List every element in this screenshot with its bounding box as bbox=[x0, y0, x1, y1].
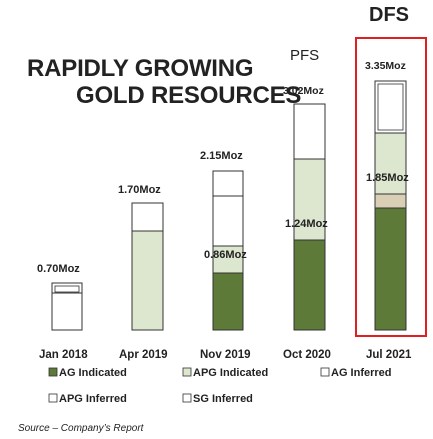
chart-title-line-2: GOLD RESOURCES bbox=[76, 82, 301, 109]
bar-segment-jul-2021-ag-indicated bbox=[374, 207, 407, 331]
bar-segment-jul-2021-ag-inferred bbox=[374, 193, 407, 209]
total-label-apr-2019: 1.70Moz bbox=[118, 184, 161, 196]
inner-label-jul-2021: 1.85Moz bbox=[366, 172, 409, 184]
bar-segment-apr-2019-ag-inferred bbox=[131, 202, 164, 232]
legend-label-apg-indicated: APG Indicated bbox=[193, 367, 268, 379]
total-label-jan-2018: 0.70Moz bbox=[37, 263, 80, 275]
total-label-nov-2019: 2.15Moz bbox=[200, 150, 243, 162]
bar-segment-jan-2018-ag-inferred bbox=[51, 282, 83, 294]
inner-label-nov-2019: 0.86Moz bbox=[204, 249, 247, 261]
bar-segment-jul-2021-ag-inferred bbox=[374, 80, 407, 134]
pfs-milestone-label: PFS bbox=[290, 47, 319, 64]
bar-inner-outline-0 bbox=[54, 285, 80, 293]
legend-swatch-apg-inferred bbox=[48, 393, 58, 403]
chart-title-line-1: RAPIDLY GROWING bbox=[27, 55, 253, 82]
legend-label-ag-indicated: AG Indicated bbox=[59, 367, 127, 379]
total-label-jul-2021: 3.35Moz bbox=[365, 60, 406, 72]
legend-swatch-ag-inferred bbox=[320, 367, 330, 377]
bar-segment-jul-2021-apg-indicated bbox=[374, 132, 407, 195]
bar-segment-oct-2020-ag-indicated bbox=[293, 239, 326, 331]
bar-segment-oct-2020-apg-indicated bbox=[293, 158, 326, 241]
source-note: Source – Company’s Report bbox=[18, 423, 145, 434]
legend-swatch-ag-indicated bbox=[48, 367, 58, 377]
legend: AG Indicated APG Indicated AG Inferred A… bbox=[48, 367, 392, 405]
legend-swatch-apg-indicated bbox=[182, 367, 192, 377]
legend-label-ag-inferred: AG Inferred bbox=[331, 367, 392, 379]
category-label-apr-2019: Apr 2019 bbox=[119, 349, 168, 361]
bar-segment-oct-2020-ag-inferred bbox=[293, 103, 326, 160]
dfs-highlight-box bbox=[355, 37, 427, 337]
bar-segment-nov-2019-sg-inferred bbox=[212, 195, 244, 247]
legend-label-sg-inferred: SG Inferred bbox=[193, 393, 253, 405]
category-label-oct-2020: Oct 2020 bbox=[283, 349, 331, 361]
inner-label-oct-2020: 1.24Moz bbox=[285, 218, 328, 230]
category-label-jan-2018: Jan 2018 bbox=[39, 349, 88, 361]
total-label-oct-2020: 3.02Moz bbox=[283, 85, 324, 97]
category-label-jul-2021: Jul 2021 bbox=[366, 349, 412, 361]
bar-segment-apr-2019-apg-indicated bbox=[131, 230, 164, 331]
bar-segment-nov-2019-ag-inferred bbox=[212, 170, 244, 197]
legend-swatch-sg-inferred bbox=[182, 393, 192, 403]
bar-inner-outline-1 bbox=[377, 83, 404, 131]
bar-segment-nov-2019-ag-indicated bbox=[212, 272, 244, 331]
dfs-milestone-label: DFS bbox=[369, 4, 409, 26]
bars-group bbox=[51, 80, 407, 331]
bar-segment-jan-2018-apg-inferred bbox=[51, 292, 83, 331]
legend-label-apg-inferred: APG Inferred bbox=[59, 393, 127, 405]
category-label-nov-2019: Nov 2019 bbox=[200, 349, 251, 361]
